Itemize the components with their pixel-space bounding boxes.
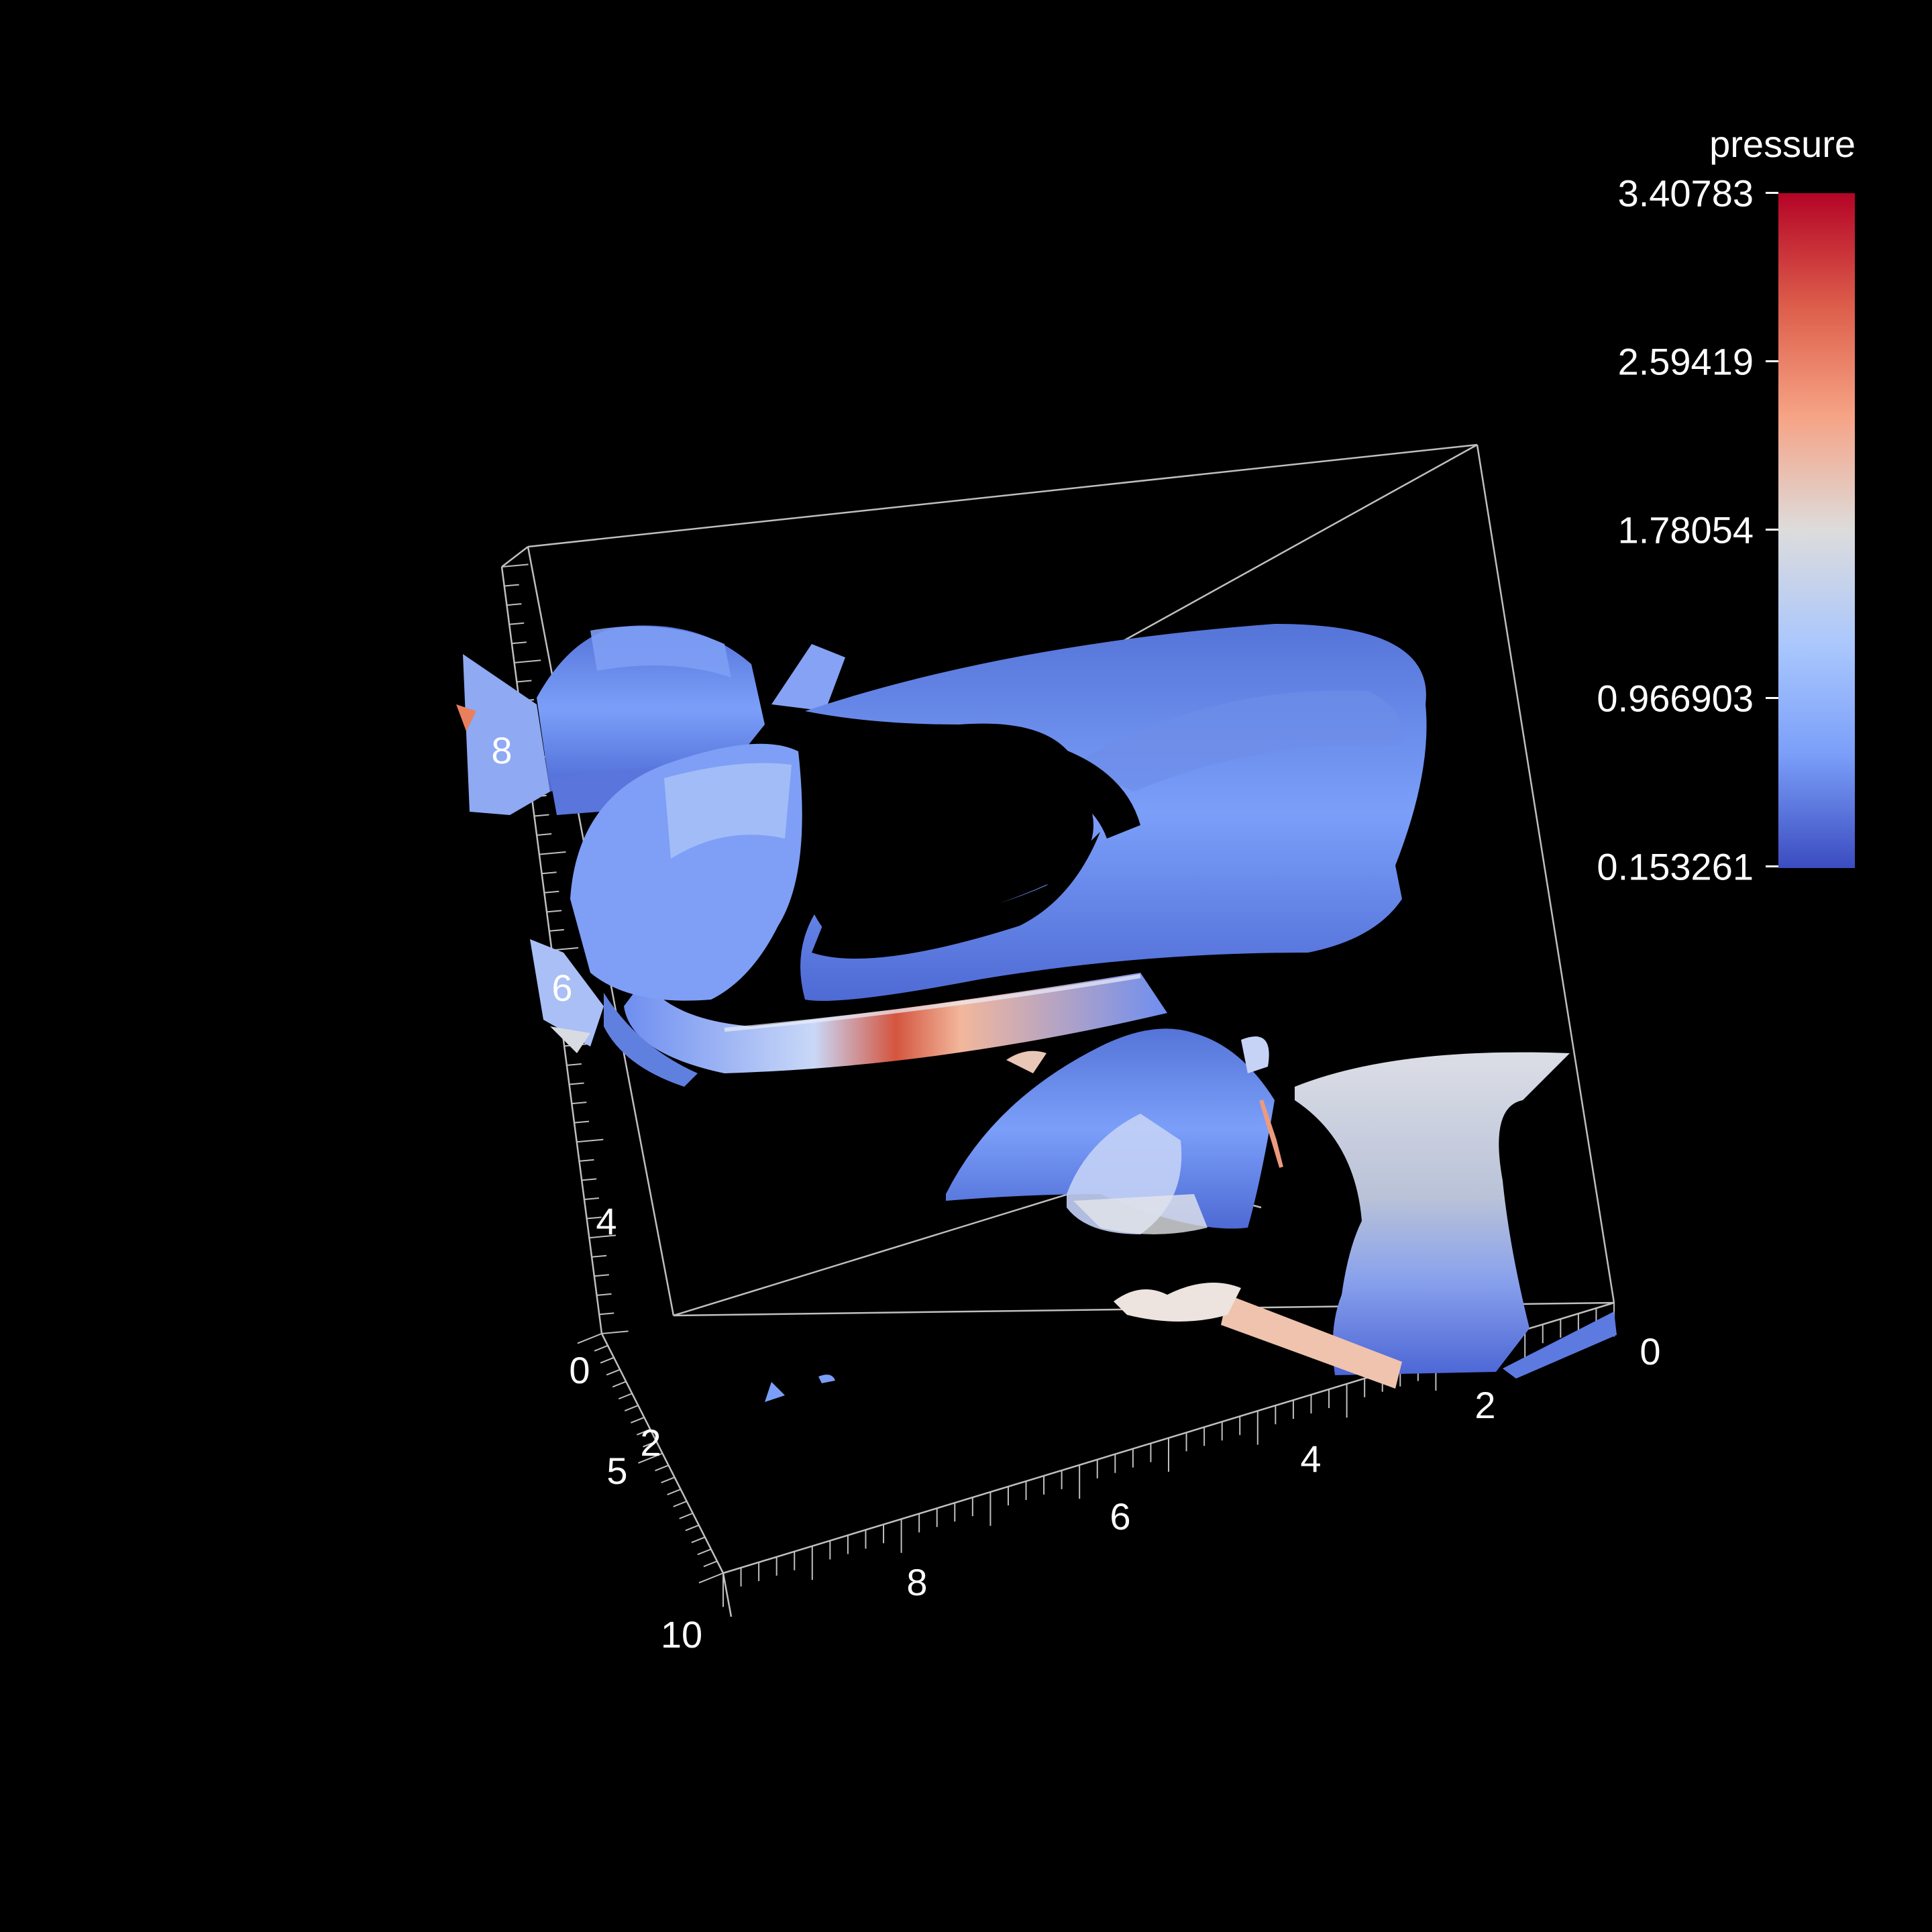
front-axis-label-0: 0 xyxy=(1640,1330,1660,1373)
axis-tick xyxy=(586,1216,602,1220)
corner-tick xyxy=(722,1572,733,1617)
axis-tick xyxy=(596,1293,612,1296)
axis-tick xyxy=(624,1405,639,1412)
colorbar-value-min: 0.153261 xyxy=(1597,845,1754,888)
axis-tick xyxy=(546,910,562,913)
box-edge-corner xyxy=(501,546,529,568)
axis-tick xyxy=(703,1560,718,1568)
colorbar-gradient xyxy=(1778,193,1855,868)
box-edge-top-back xyxy=(527,443,1478,548)
axis-tick xyxy=(549,928,564,932)
axis-tick xyxy=(589,1234,616,1239)
surface-tube xyxy=(624,973,1167,1073)
axis-tick xyxy=(679,1512,694,1519)
axis-tick xyxy=(643,1440,657,1448)
vertical-axis-label-8: 8 xyxy=(491,729,512,771)
axis-tick xyxy=(584,1197,600,1200)
colorbar-title: pressure xyxy=(1709,123,1856,165)
axis-tick xyxy=(667,1489,682,1495)
surface-bottom-fragments xyxy=(765,1283,1402,1402)
axis-tick xyxy=(594,1274,609,1277)
axis-tick xyxy=(661,1477,675,1484)
axis-tick xyxy=(506,603,522,606)
axis-tick xyxy=(594,1344,608,1352)
axis-tick xyxy=(601,1330,629,1334)
axis-tick xyxy=(697,1548,712,1556)
axis-tick xyxy=(691,1536,706,1544)
axis-tick xyxy=(630,1417,645,1424)
axis-labels: 8 6 4 0 2 4 6 8 0 2 5 10 xyxy=(491,729,1660,1656)
front-axis-label-2: 2 xyxy=(1474,1384,1495,1426)
axis-tick xyxy=(517,680,532,683)
axis-tick xyxy=(544,890,559,894)
box-edge-top-diag xyxy=(1093,443,1478,659)
box-edge-floor-diag xyxy=(673,1173,1134,1317)
axis-tick xyxy=(541,871,557,875)
axis-tick xyxy=(698,1572,724,1584)
axis-tick xyxy=(509,622,525,625)
colorbar-tick xyxy=(1766,865,1778,867)
left-axis-label-0: 0 xyxy=(569,1349,590,1391)
front-axis-label-8: 8 xyxy=(906,1561,927,1603)
left-axis-label-10: 10 xyxy=(661,1613,702,1656)
axis-tick xyxy=(504,584,519,587)
axis-tick xyxy=(574,1120,590,1124)
colorbar-value: 1.78054 xyxy=(1617,508,1754,551)
axis-tick xyxy=(511,641,527,645)
axis-tick xyxy=(569,1082,584,1085)
axis-tick xyxy=(637,1428,651,1436)
colorbar-tick xyxy=(1766,192,1778,194)
left-axis-label-5: 5 xyxy=(606,1450,627,1492)
mixed-axis-label-2: 2 xyxy=(640,1421,661,1464)
vertical-axis-label-4: 4 xyxy=(596,1200,616,1242)
axis-tick xyxy=(537,833,552,837)
colorbar-tick xyxy=(1766,529,1778,531)
colorbar-tick xyxy=(1766,360,1778,362)
surface-fragment-top-left xyxy=(456,625,845,815)
axis-tick xyxy=(579,1159,594,1162)
colorbar-tick xyxy=(1766,697,1778,699)
surface-left-bulb xyxy=(530,743,802,1087)
axis-tick xyxy=(514,659,541,663)
axis-tick xyxy=(582,1178,597,1181)
axis-tick xyxy=(534,814,549,817)
axis-tick xyxy=(618,1393,633,1400)
axis-tick xyxy=(655,1464,669,1472)
axis-tick xyxy=(576,1138,604,1143)
axis-tick xyxy=(685,1524,700,1532)
colorbar-value: 0.966903 xyxy=(1597,677,1754,720)
axis-tick xyxy=(600,1356,614,1364)
axis-tick xyxy=(572,1102,587,1105)
axis-tick xyxy=(566,1063,582,1066)
axis-tick xyxy=(638,1452,663,1464)
colorbar-value: 2.59419 xyxy=(1617,340,1754,383)
front-axis-label-6: 6 xyxy=(1110,1495,1130,1538)
axis-tick xyxy=(501,564,529,568)
axis-tick xyxy=(606,1368,621,1376)
colorbar-value-max: 3.40783 xyxy=(1617,172,1754,215)
axis-tick xyxy=(599,1312,614,1316)
surface-center-blob xyxy=(946,1028,1283,1234)
axis-tick xyxy=(577,1333,602,1344)
surface-main-wing xyxy=(800,624,1427,1001)
box-edge-right-back xyxy=(1476,444,1615,1303)
front-axis-label-4: 4 xyxy=(1300,1438,1321,1480)
axis-tick xyxy=(612,1381,627,1388)
axis-tick xyxy=(592,1254,607,1258)
surface-right-curtain xyxy=(1295,1052,1617,1379)
axis-tick xyxy=(539,851,566,855)
axis-tick xyxy=(673,1500,688,1507)
vertical-axis-label-6: 6 xyxy=(551,967,572,1009)
